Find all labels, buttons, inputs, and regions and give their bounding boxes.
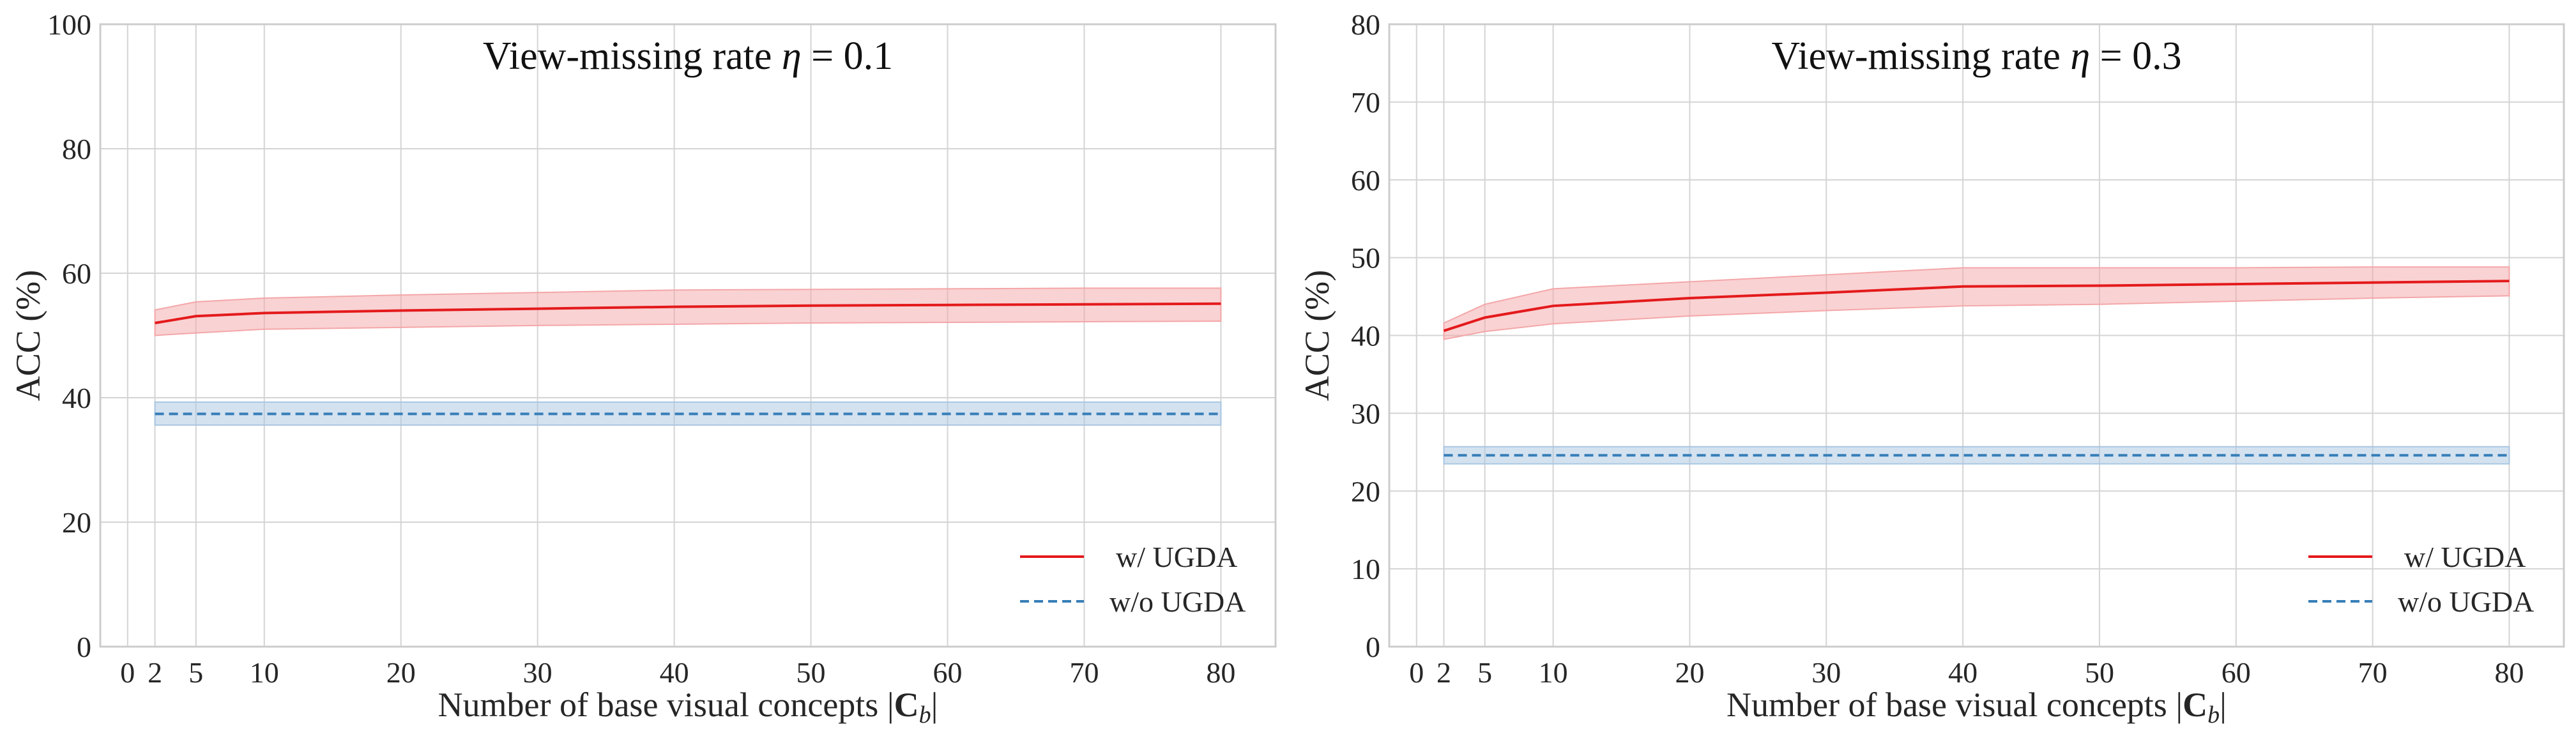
y-axis-label: ACC (%) (9, 270, 47, 401)
y-tick-label: 60 (1351, 164, 1380, 197)
title-symbol: η (2070, 34, 2090, 78)
x-tick-label: 30 (523, 656, 553, 689)
y-tick-label: 0 (1366, 631, 1380, 663)
y-tick-label: 20 (62, 506, 91, 539)
y-tick-label: 40 (62, 382, 91, 414)
legend: w/ UGDA w/o UGDA (1020, 541, 1246, 618)
legend-label-without-ugda: w/o UGDA (1109, 585, 1246, 618)
title-symbol: η (782, 34, 802, 78)
confidence-band-with-ugda (154, 287, 1222, 336)
x-tick-label: 5 (188, 656, 203, 689)
series-line-with-ugda (155, 302, 1221, 324)
x-label-sub: b (2207, 702, 2220, 728)
x-tick-label: 0 (1409, 656, 1424, 689)
x-tick-label: 50 (796, 656, 826, 689)
x-tick-label: 0 (120, 656, 135, 689)
x-label-bold: C (2183, 686, 2207, 724)
y-tick-label: 80 (1351, 8, 1380, 41)
axes-frame (1388, 23, 2565, 648)
x-tick-label: 10 (1539, 656, 1568, 689)
y-tick-label: 40 (1351, 320, 1380, 352)
legend-label-with-ugda: w/ UGDA (1116, 541, 1237, 573)
axes-frame (99, 23, 1277, 648)
x-tick-label: 40 (660, 656, 689, 689)
x-tick-label: 5 (1477, 656, 1492, 689)
x-tick-label: 80 (2494, 656, 2524, 689)
y-tick-label: 100 (47, 8, 91, 41)
x-tick-label: 70 (2358, 656, 2388, 689)
title-prefix: View-missing rate (1771, 34, 2070, 78)
chart-title: View-missing rate η = 0.3 (1771, 34, 2181, 78)
x-label-text: Number of base visual concepts (1726, 686, 2176, 724)
y-tick-label: 50 (1351, 242, 1380, 274)
chart-title: View-missing rate η = 0.1 (483, 34, 893, 78)
title-suffix: = 0.1 (802, 34, 893, 78)
x-label-text: Number of base visual concepts (438, 686, 887, 724)
y-axis-label: ACC (%) (1298, 270, 1336, 401)
x-tick-label: 2 (148, 656, 162, 689)
legend-label-without-ugda: w/o UGDA (2398, 585, 2534, 618)
x-tick-label: 60 (2222, 656, 2251, 689)
series-line-with-ugda (1443, 280, 2510, 333)
x-axis-label: Number of base visual concepts |Cb| (438, 686, 938, 728)
x-tick-label: 70 (1069, 656, 1099, 689)
x-tick-label: 60 (933, 656, 963, 689)
x-label-bar-right: | (931, 686, 938, 724)
confidence-band-without-ugda (1443, 446, 2510, 465)
x-tick-label: 30 (1811, 656, 1841, 689)
x-label-bar-right: | (2220, 686, 2227, 724)
x-label-bar-left: | (2176, 686, 2183, 724)
x-label-bold: C (894, 686, 919, 724)
x-tick-label: 2 (1437, 656, 1451, 689)
y-tick-label: 70 (1351, 86, 1380, 119)
x-axis-label: Number of base visual concepts |Cb| (1726, 686, 2227, 728)
x-tick-label: 40 (1948, 656, 1978, 689)
x-tick-label: 20 (386, 656, 416, 689)
title-suffix: = 0.3 (2090, 34, 2181, 78)
y-tick-label: 0 (77, 631, 91, 663)
y-tick-label: 30 (1351, 397, 1380, 430)
y-tick-label: 60 (62, 257, 91, 290)
title-prefix: View-missing rate (483, 34, 782, 78)
x-label-bar-left: | (887, 686, 894, 724)
x-tick-label: 10 (250, 656, 279, 689)
confidence-band-without-ugda (154, 401, 1222, 426)
x-tick-label: 80 (1206, 656, 1235, 689)
y-tick-label: 10 (1351, 553, 1380, 585)
x-label-sub: b (919, 702, 931, 728)
y-tick-label: 20 (1351, 475, 1380, 507)
legend-label-with-ugda: w/ UGDA (2404, 541, 2526, 573)
legend: w/ UGDA w/o UGDA (2308, 541, 2534, 618)
x-tick-label: 20 (1675, 656, 1704, 689)
y-tick-label: 80 (62, 133, 91, 165)
x-tick-label: 50 (2085, 656, 2114, 689)
